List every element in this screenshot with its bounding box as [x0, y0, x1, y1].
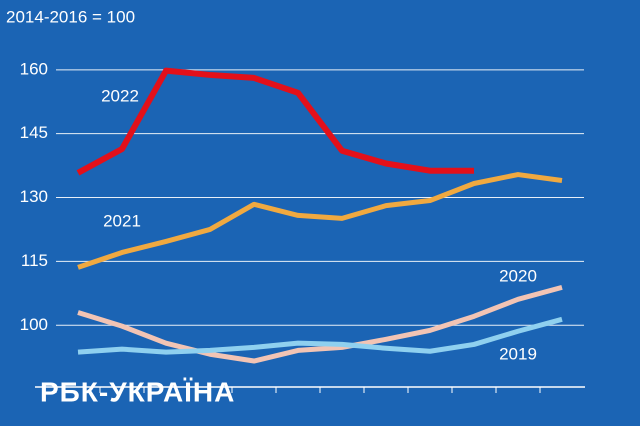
series-label: 2021: [103, 211, 141, 230]
line-series: [77, 316, 563, 355]
watermark: РБК-УКРАЇНА: [40, 376, 235, 407]
y-tick-label: 145: [20, 123, 48, 142]
chart-subtitle: 2014-2016 = 100: [6, 7, 135, 26]
series-label: 2019: [499, 344, 537, 363]
series-label: 2022: [101, 86, 139, 105]
y-tick-label: 100: [20, 315, 48, 334]
series-label: 2020: [499, 266, 537, 285]
line-series: [76, 67, 474, 176]
y-tick-label: 130: [20, 187, 48, 206]
line-series: [77, 172, 563, 270]
line-series: [77, 284, 563, 364]
y-tick-label: 115: [21, 251, 48, 270]
y-tick-label: 160: [20, 59, 48, 78]
